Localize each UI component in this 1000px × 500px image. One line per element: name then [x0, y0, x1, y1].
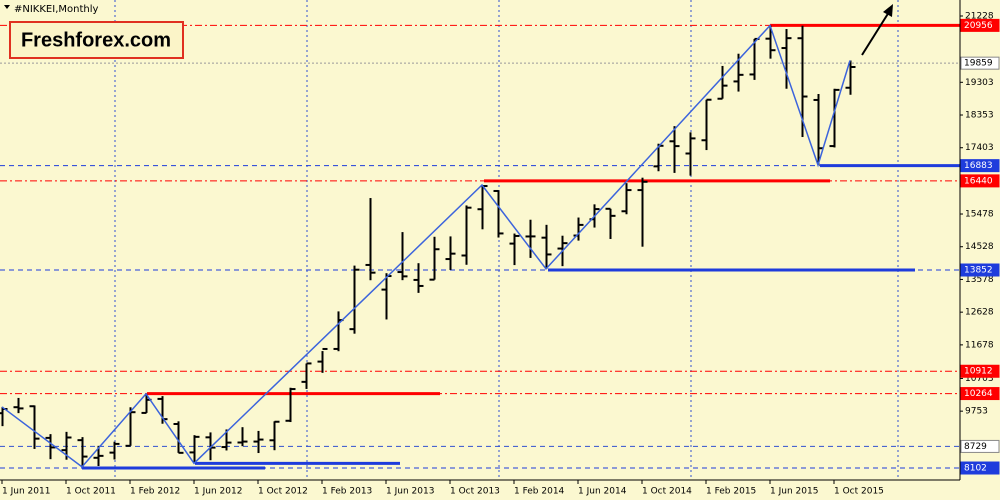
price-box-label: 16883 [964, 161, 993, 171]
price-box-label: 19859 [964, 59, 993, 69]
arrow [861, 4, 893, 56]
y-tick-label: 17403 [965, 143, 994, 153]
price-box [960, 159, 1000, 173]
x-tick-label: 1 Feb 2015 [706, 487, 756, 497]
x-tick-label: 1 Oct 2015 [834, 487, 884, 497]
plot: 21228 19303 18353 17403 15478 14528 13578 12628… [0, 12, 994, 497]
price-box-label: 20956 [964, 21, 993, 31]
chart-title: #NIKKEI,Monthly [14, 4, 98, 15]
y-tick-label: 9753 [965, 407, 988, 417]
x-tick-label: 1 Oct 2011 [66, 487, 116, 497]
x-tick-label: 1 Jun 2012 [194, 487, 242, 497]
logo-box [9, 21, 184, 59]
price-box-label: 8102 [964, 464, 987, 474]
x-tick-label: 1 Feb 2014 [514, 487, 565, 497]
price-box-label: 10912 [964, 367, 993, 377]
y-tick-label: 21228 [965, 12, 994, 22]
y-tick-label: 11678 [965, 340, 994, 350]
menu-triangle[interactable] [4, 5, 10, 9]
y-tick-label: 15478 [965, 210, 994, 220]
x-tick-label: 1 Feb 2012 [130, 487, 180, 497]
y-tick-label: 14528 [965, 242, 994, 252]
price-box-label: 10264 [964, 389, 993, 399]
x-tick-label: 1 Oct 2014 [642, 487, 692, 497]
price-box [960, 461, 1000, 475]
y-tick-label: 10703 [965, 374, 994, 384]
x-tick-label: 1 Oct 2013 [450, 487, 500, 497]
price-box [960, 18, 1000, 32]
logo: Freshforex.com [21, 29, 171, 51]
x-tick-label: 1 Jun 2014 [578, 487, 627, 497]
x-tick-label: 1 Feb 2013 [322, 487, 372, 497]
price-box-label: 8729 [964, 442, 987, 452]
y-tick-label: 18353 [965, 111, 994, 121]
price-box [960, 439, 1000, 453]
x-tick-label: 1 Jun 2013 [386, 487, 434, 497]
zigzag [1, 24, 851, 468]
y-tick-label: 13578 [965, 275, 994, 285]
x-tick-label: 1 Jun 2015 [770, 487, 818, 497]
y-tick-label: 12628 [965, 308, 994, 318]
y-tick-label: 19303 [965, 78, 994, 88]
x-tick-label: 1 Oct 2012 [258, 487, 308, 497]
x-tick-label: 1 Jun 2011 [2, 487, 50, 497]
price-box [960, 263, 1000, 277]
price-box-label: 16440 [964, 176, 993, 186]
price-box [960, 174, 1000, 188]
price-box [960, 56, 1000, 70]
price-box [960, 387, 1000, 401]
price-box [960, 364, 1000, 378]
price-box-label: 13852 [964, 266, 993, 276]
